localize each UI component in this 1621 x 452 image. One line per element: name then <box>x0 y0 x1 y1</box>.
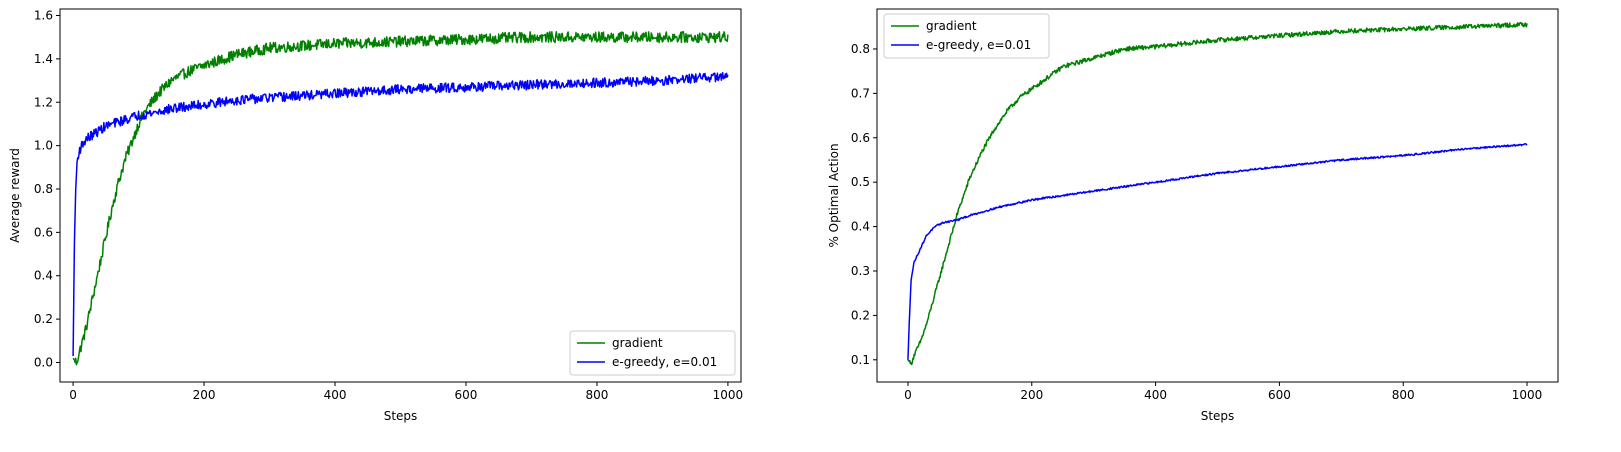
y-tick-label: 1.0 <box>34 139 53 153</box>
chart-panel-1: 0 200 400 600 800 1000 0.0 0.2 0.4 0.6 0.8 1.0 1.2 1.… <box>8 8 744 423</box>
y-tick-label: 0.3 <box>851 264 870 278</box>
x-tick-label: 600 <box>1268 388 1291 402</box>
legend: gradient e-greedy, e=0.01 <box>569 330 736 376</box>
y-tick-label: 0.1 <box>851 353 870 367</box>
series-line-gradient <box>907 21 1528 366</box>
x-tick-label: 400 <box>1144 388 1167 402</box>
legend-box <box>883 13 1050 59</box>
x-tick-label: 200 <box>1020 388 1043 402</box>
x-tick-label: 0 <box>904 388 912 402</box>
y-tick-label: 0.4 <box>34 269 53 283</box>
y-axis-label: % Optimal Action <box>827 143 841 247</box>
x-tick-label: 800 <box>1392 388 1415 402</box>
legend-label: gradient <box>612 336 663 350</box>
y-tick-label: 0.2 <box>34 312 53 326</box>
plot-area <box>876 8 1559 383</box>
legend-box <box>569 330 736 376</box>
chart-panel-2: 0 200 400 600 800 1000 0.1 0.2 0.3 0.4 0.5 0.6 0.7 0.… <box>827 8 1559 423</box>
x-tick-label: 1000 <box>713 388 744 402</box>
y-tick-label: 0.5 <box>851 175 870 189</box>
x-axis-label: Steps <box>1201 409 1235 423</box>
plot-area <box>59 8 742 383</box>
x-tick-label: 400 <box>324 388 347 402</box>
y-tick-label: 1.6 <box>34 9 53 23</box>
series-line-e-greedy-e-0-01 <box>907 142 1528 360</box>
y-tick-label: 1.4 <box>34 52 53 66</box>
y-tick-label: 0.7 <box>851 86 870 100</box>
y-tick-label: 0.6 <box>34 225 53 239</box>
x-tick-label: 0 <box>69 388 77 402</box>
x-tick-label: 600 <box>455 388 478 402</box>
y-tick-label: 1.2 <box>34 95 53 109</box>
y-tick-label: 0.4 <box>851 220 870 234</box>
series-line-gradient <box>72 31 729 366</box>
legend-label: gradient <box>926 19 977 33</box>
y-tick-label: 0.6 <box>851 131 870 145</box>
legend: gradient e-greedy, e=0.01 <box>883 13 1050 59</box>
legend-label: e-greedy, e=0.01 <box>612 355 717 369</box>
x-tick-label: 800 <box>585 388 608 402</box>
y-tick-label: 0.2 <box>851 308 870 322</box>
legend-label: e-greedy, e=0.01 <box>926 38 1031 52</box>
x-axis-label: Steps <box>384 409 418 423</box>
y-tick-label: 0.8 <box>34 182 53 196</box>
series-line-e-greedy-e-0-01 <box>72 71 729 356</box>
x-tick-label: 200 <box>193 388 216 402</box>
x-tick-label: 1000 <box>1512 388 1543 402</box>
y-tick-label: 0.0 <box>34 355 53 369</box>
y-tick-label: 0.8 <box>851 42 870 56</box>
y-axis-label: Average reward <box>8 148 22 243</box>
